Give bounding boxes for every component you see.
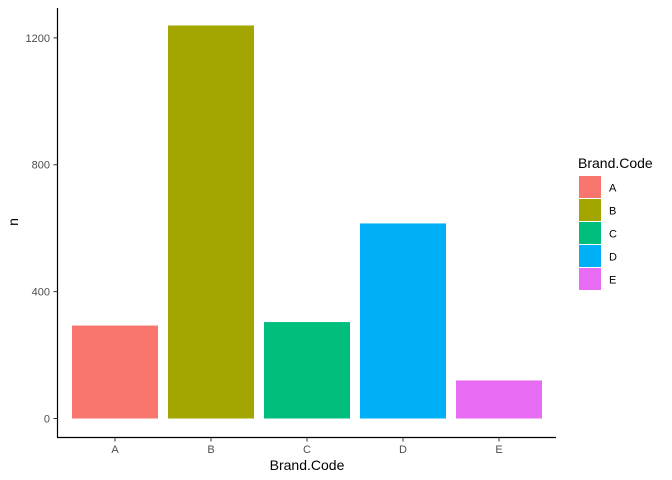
- legend-label: B: [609, 206, 616, 218]
- legend-label: E: [609, 275, 616, 287]
- x-tick-label: C: [303, 444, 311, 456]
- x-tick-label: D: [399, 444, 407, 456]
- bar-b: [168, 25, 254, 419]
- legend-label: D: [609, 252, 617, 264]
- legend-label: A: [609, 183, 617, 195]
- y-tick-label: 0: [44, 414, 50, 426]
- bar-d: [360, 223, 446, 419]
- x-axis-title: Brand.Code: [270, 457, 345, 473]
- legend-key-b: [579, 199, 601, 221]
- y-tick-label: 1200: [26, 33, 50, 45]
- legend-label: C: [609, 229, 617, 241]
- bar-c: [264, 322, 350, 419]
- legend-key-c: [579, 222, 601, 244]
- x-tick-label: B: [207, 444, 214, 456]
- bar-a: [72, 325, 158, 419]
- y-tick-label: 800: [32, 160, 50, 172]
- legend-key-d: [579, 245, 601, 267]
- legend-title: Brand.Code: [578, 155, 653, 171]
- y-axis-title: n: [5, 218, 21, 226]
- bars-group: [72, 25, 542, 419]
- legend-key-e: [579, 268, 601, 290]
- legend-key-a: [579, 176, 601, 198]
- x-tick-label: A: [111, 444, 119, 456]
- x-tick-label: E: [495, 444, 502, 456]
- bar-e: [456, 380, 542, 419]
- x-ticks-group: A B C D E: [111, 437, 503, 456]
- y-ticks-group: 0 400 800 1200: [26, 33, 58, 426]
- y-tick-label: 400: [32, 287, 50, 299]
